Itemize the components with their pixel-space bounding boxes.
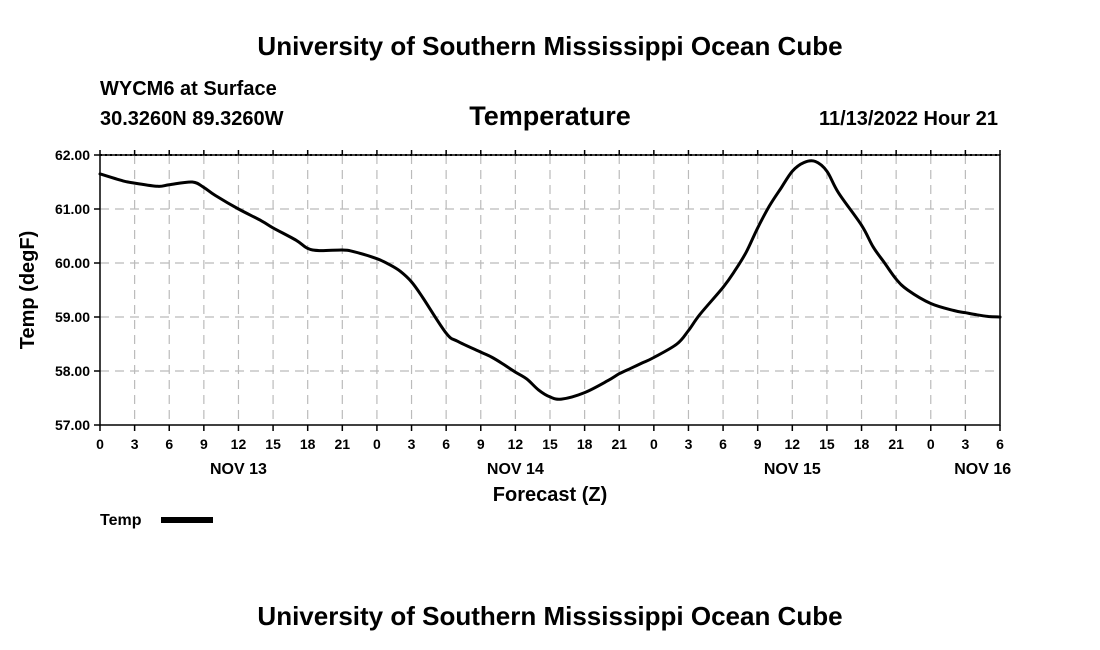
x-tick-label: 15	[819, 436, 835, 452]
timestamp-label: 11/13/2022 Hour 21	[819, 108, 998, 130]
x-tick-label: 3	[131, 436, 139, 452]
x-tick-label: 21	[335, 436, 351, 452]
x-tick-label: 6	[719, 436, 727, 452]
y-tick-label: 58.00	[55, 363, 90, 379]
legend-label: Temp	[100, 512, 142, 529]
x-tick-label: 12	[231, 436, 247, 452]
grid-lines	[100, 155, 1000, 425]
date-labels: NOV 13 NOV 14 NOV 15 NOV 16	[210, 461, 1011, 478]
parameter-title: Temperature	[469, 101, 631, 131]
x-tick-label: 3	[961, 436, 969, 452]
date-label: NOV 16	[954, 461, 1011, 478]
x-tick-label: 12	[785, 436, 801, 452]
y-tick-label: 60.00	[55, 255, 90, 271]
legend-swatch	[161, 517, 213, 523]
y-tick-label: 59.00	[55, 309, 90, 325]
x-tick-label: 18	[577, 436, 593, 452]
x-tick-label: 3	[685, 436, 693, 452]
x-tick-label: 21	[888, 436, 904, 452]
date-label: NOV 15	[764, 461, 821, 478]
x-tick-label: 6	[442, 436, 450, 452]
date-label: NOV 14	[487, 461, 544, 478]
x-tick-label: 12	[508, 436, 524, 452]
y-tick-label: 57.00	[55, 417, 90, 433]
x-tick-label: 15	[265, 436, 281, 452]
x-axis-label: Forecast (Z)	[493, 484, 607, 506]
x-tick-label: 18	[300, 436, 316, 452]
x-tick-label: 9	[477, 436, 485, 452]
y-tick-label: 62.00	[55, 147, 90, 163]
temp-series-line	[98, 159, 1002, 401]
x-tick-label: 21	[611, 436, 627, 452]
x-tick-label: 0	[927, 436, 935, 452]
x-tick-label: 15	[542, 436, 558, 452]
x-tick-label: 9	[754, 436, 762, 452]
x-tick-label: 18	[854, 436, 870, 452]
station-label: WYCM6 at Surface	[100, 78, 277, 100]
y-tick-label: 61.00	[55, 201, 90, 217]
x-axis-ticks: 0 3 6 9 12 15 18 21 0 3 6 9 12 15 18 21 0 3 6 9 12 15 18 21 0 3 6	[96, 150, 1004, 452]
y-axis-ticks: 57.00 58.00 59.00 60.00 61.00 62.00	[55, 147, 100, 433]
x-tick-label: 0	[373, 436, 381, 452]
page-title-top: University of Southern Mississippi Ocean…	[257, 31, 842, 61]
x-tick-label: 6	[165, 436, 173, 452]
coords-label: 30.3260N 89.3260W	[100, 108, 284, 130]
x-tick-label: 0	[96, 436, 104, 452]
page-title-bottom: University of Southern Mississippi Ocean…	[257, 601, 842, 631]
y-axis-label: Temp (degF)	[17, 231, 39, 350]
x-tick-label: 3	[408, 436, 416, 452]
x-tick-label: 0	[650, 436, 658, 452]
x-tick-label: 9	[200, 436, 208, 452]
date-label: NOV 13	[210, 461, 267, 478]
x-tick-label: 6	[996, 436, 1004, 452]
